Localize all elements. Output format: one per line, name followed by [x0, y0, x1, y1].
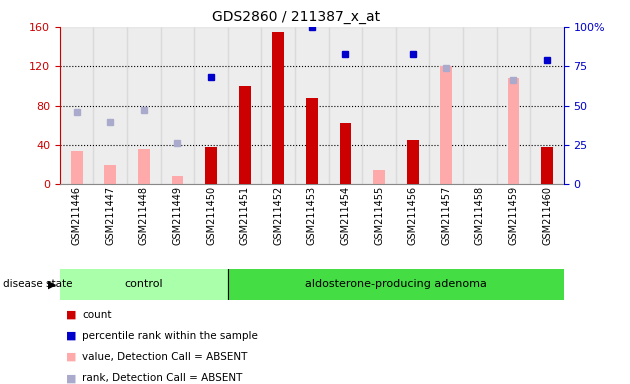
- Text: percentile rank within the sample: percentile rank within the sample: [82, 331, 258, 341]
- Bar: [508, 78, 519, 184]
- Text: ■: ■: [66, 373, 77, 383]
- Bar: [261, 27, 295, 184]
- Bar: [440, 66, 452, 184]
- Bar: [373, 170, 385, 184]
- Bar: [530, 27, 564, 184]
- Bar: [161, 27, 194, 184]
- Bar: [205, 147, 217, 184]
- Bar: [127, 27, 161, 184]
- Bar: [496, 27, 530, 184]
- Bar: [295, 27, 329, 184]
- Text: GDS2860 / 211387_x_at: GDS2860 / 211387_x_at: [212, 10, 380, 23]
- Bar: [430, 27, 463, 184]
- Text: value, Detection Call = ABSENT: value, Detection Call = ABSENT: [82, 352, 247, 362]
- Text: ■: ■: [66, 352, 77, 362]
- Bar: [105, 165, 116, 184]
- Bar: [228, 27, 261, 184]
- Text: count: count: [82, 310, 112, 320]
- Bar: [272, 32, 284, 184]
- Bar: [306, 98, 318, 184]
- Bar: [194, 27, 228, 184]
- Bar: [340, 123, 352, 184]
- Bar: [138, 149, 150, 184]
- Bar: [60, 27, 93, 184]
- Text: ■: ■: [66, 331, 77, 341]
- Bar: [329, 27, 362, 184]
- FancyBboxPatch shape: [60, 269, 228, 300]
- Bar: [362, 27, 396, 184]
- Text: control: control: [125, 279, 163, 289]
- Bar: [407, 140, 418, 184]
- Bar: [463, 27, 496, 184]
- Text: rank, Detection Call = ABSENT: rank, Detection Call = ABSENT: [82, 373, 243, 383]
- Bar: [93, 27, 127, 184]
- Text: ■: ■: [66, 310, 77, 320]
- FancyBboxPatch shape: [228, 269, 564, 300]
- Bar: [171, 177, 183, 184]
- Bar: [239, 86, 251, 184]
- Text: ▶: ▶: [49, 279, 57, 289]
- Text: disease state: disease state: [3, 279, 72, 289]
- Bar: [541, 147, 553, 184]
- Bar: [396, 27, 430, 184]
- Bar: [71, 151, 83, 184]
- Text: aldosterone-producing adenoma: aldosterone-producing adenoma: [305, 279, 487, 289]
